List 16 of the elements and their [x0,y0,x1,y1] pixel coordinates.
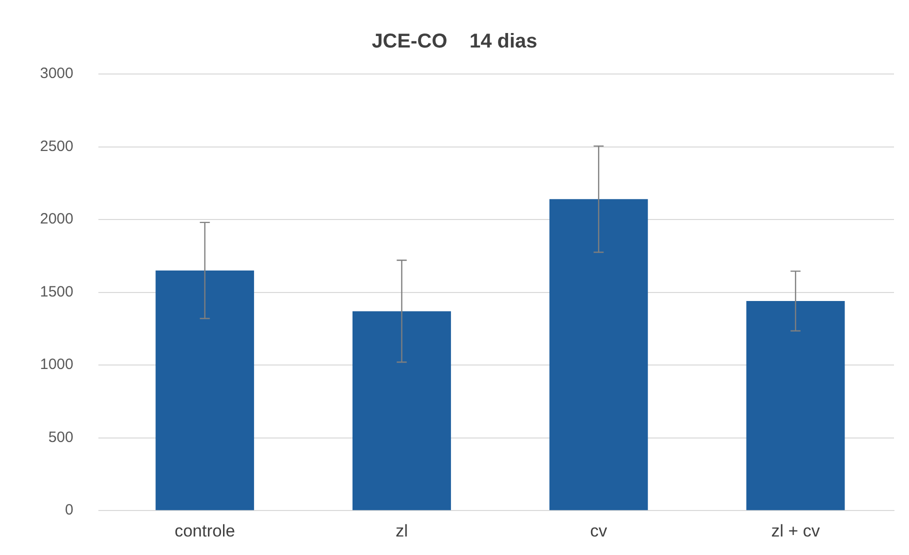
bar [156,270,254,510]
y-tick-label: 2500 [40,138,74,155]
chart-title: JCE-CO 14 dias [372,30,538,53]
y-tick-label: 2000 [40,210,74,228]
x-tick-label: cv [590,521,608,540]
bar [549,199,648,510]
x-tick-label: controle [174,521,236,540]
y-tick-label: 0 [65,502,74,519]
bar [746,301,845,510]
bar [352,311,451,510]
x-tick-label: zl [396,521,408,540]
y-tick-label: 1000 [40,356,74,374]
x-tick-label: zl + cv [771,521,820,540]
y-tick-label: 1500 [40,283,74,300]
y-tick-label: 500 [48,428,74,446]
y-tick-label: 3000 [40,65,74,82]
